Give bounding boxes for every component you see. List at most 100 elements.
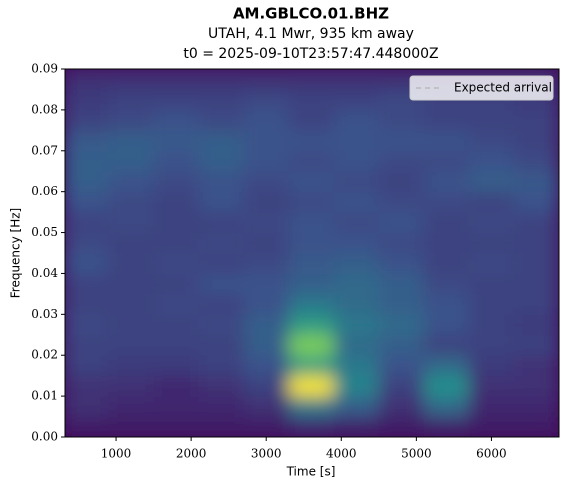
heatmap-cell [65, 69, 110, 90]
heatmap-cell [153, 150, 200, 172]
heatmap-cell [423, 273, 470, 295]
y-tick-label: 0.08 [31, 102, 58, 116]
heatmap-cell [108, 334, 155, 356]
heatmap-cell [65, 232, 110, 254]
heatmap-cell [243, 191, 290, 213]
heatmap-cell [378, 293, 425, 315]
heatmap-cell [288, 130, 335, 152]
heatmap-cell [198, 293, 245, 315]
heatmap-cell [153, 334, 200, 356]
y-tick-label: 0.01 [31, 389, 58, 403]
heatmap-cell [243, 130, 290, 152]
heatmap-cell [513, 375, 559, 397]
heatmap-cell [65, 355, 110, 377]
heatmap-cell [468, 375, 515, 397]
heatmap-cell [423, 416, 470, 437]
y-tick-label: 0.07 [31, 143, 58, 157]
heatmap-cell [468, 232, 515, 254]
heatmap-cell [513, 232, 559, 254]
heatmap-cell [423, 253, 470, 274]
heatmap-cell [153, 109, 200, 131]
heatmap-cell [243, 109, 290, 131]
heatmap-cell [333, 89, 380, 111]
heatmap-cell [333, 232, 380, 254]
heatmap-cell [423, 334, 470, 356]
heatmap-cell [468, 355, 515, 377]
heatmap-cell [108, 273, 155, 295]
heatmap-cell [378, 375, 425, 397]
heatmap-cell [65, 130, 110, 152]
heatmap-cell [288, 334, 335, 356]
y-tick-label: 0.02 [31, 348, 58, 362]
heatmap-cell [198, 334, 245, 356]
heatmap-cell [378, 212, 425, 234]
heatmap-cell [198, 273, 245, 295]
heatmap-cell [378, 396, 425, 418]
heatmap-cell [243, 212, 290, 234]
heatmap-cell [468, 212, 515, 234]
heatmap-cell [468, 416, 515, 437]
heatmap-cell [243, 396, 290, 418]
heatmap-cell [288, 375, 335, 397]
heatmap-cell [288, 293, 335, 315]
heatmap-cell [423, 130, 470, 152]
heatmap-cell [468, 273, 515, 295]
x-tick-label: 5000 [401, 447, 432, 461]
heatmap-cell [288, 150, 335, 172]
heatmap-cell [108, 314, 155, 336]
heatmap-cell [243, 273, 290, 295]
heatmap-cell [198, 191, 245, 213]
heatmap-cell [198, 150, 245, 172]
heatmap-cell [468, 130, 515, 152]
heatmap-cell [65, 191, 110, 213]
y-tick-label: 0.06 [31, 184, 58, 198]
heatmap-cell [288, 109, 335, 131]
plot-frame [64, 68, 560, 438]
heatmap-cell [423, 396, 470, 418]
heatmap-cell [108, 171, 155, 193]
heatmap-cell [423, 212, 470, 234]
heatmap-cell [65, 334, 110, 356]
heatmap-cell [198, 253, 245, 274]
heatmap-cell [108, 416, 155, 437]
heatmap-cell [153, 355, 200, 377]
heatmap-cell [333, 375, 380, 397]
heatmap-cell [243, 355, 290, 377]
heatmap-cell [198, 375, 245, 397]
chart-title: AM.GBLCO.01.BHZ [233, 5, 389, 23]
heatmap-cell [288, 396, 335, 418]
heatmap-cell [108, 355, 155, 377]
heatmap-cell [108, 396, 155, 418]
heatmap-cell [333, 109, 380, 131]
heatmap-cell [198, 171, 245, 193]
heatmap-cell [513, 109, 559, 131]
heatmap-cell [513, 314, 559, 336]
heatmap-cell [65, 273, 110, 295]
heatmap-cell [423, 150, 470, 172]
heatmap-cell [333, 171, 380, 193]
heatmap-cell [153, 253, 200, 274]
heatmap-cell [378, 314, 425, 336]
heatmap-cell [243, 334, 290, 356]
x-tick-label: 3000 [251, 447, 282, 461]
heatmap-cell [468, 191, 515, 213]
heatmap-cell [288, 191, 335, 213]
heatmap-cell [65, 150, 110, 172]
legend: Expected arrival [409, 75, 554, 101]
y-tick-label: 0.04 [31, 266, 58, 280]
heatmap-cell [378, 109, 425, 131]
heatmap-cell [513, 416, 559, 437]
heatmap-cell [333, 355, 380, 377]
legend-box [409, 75, 554, 101]
heatmap-cell [423, 314, 470, 336]
heatmap-cell [243, 293, 290, 315]
heatmap-cell [513, 253, 559, 274]
heatmap-cell [108, 150, 155, 172]
heatmap-cell [198, 89, 245, 111]
heatmap-cell [108, 375, 155, 397]
y-tick-label: 0.00 [31, 430, 58, 444]
heatmap-cell [153, 130, 200, 152]
heatmap-cell [153, 171, 200, 193]
heatmap-cell [243, 375, 290, 397]
heatmap-cell [288, 416, 335, 437]
